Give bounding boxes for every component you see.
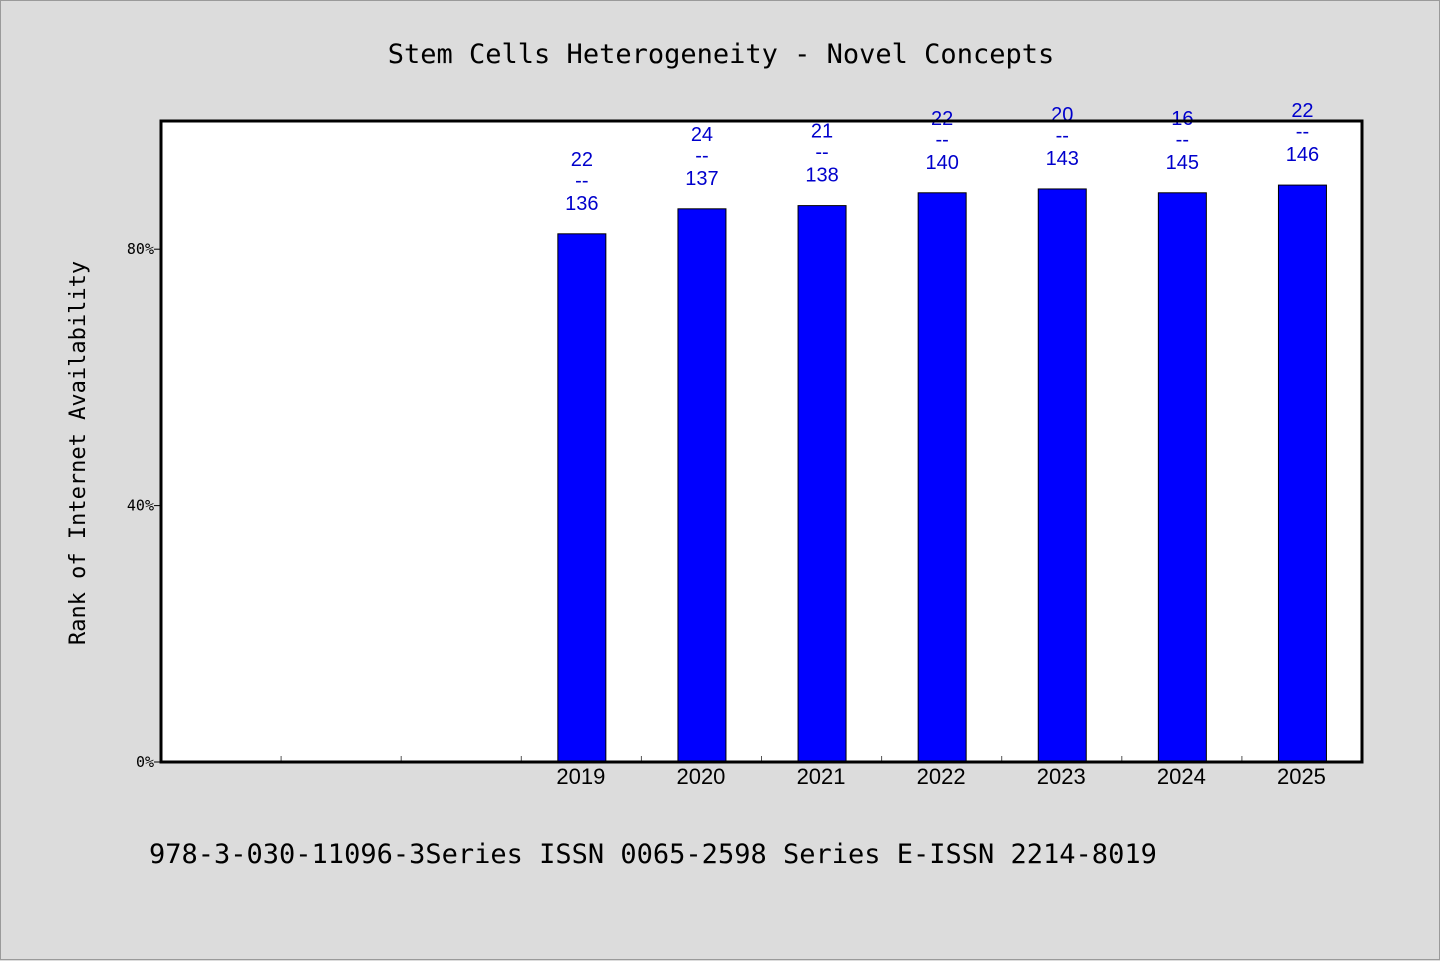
data-label-bottom: 146 [1286, 144, 1319, 166]
data-label-top: 24 [691, 124, 713, 146]
x-tick-label: 2024 [1157, 764, 1206, 789]
data-label-top: 22 [571, 149, 593, 171]
data-label-separator: -- [575, 170, 588, 192]
x-tick-label: 2020 [676, 764, 725, 789]
data-label-bottom: 136 [565, 193, 598, 215]
x-tick-label: 2021 [797, 764, 846, 789]
data-label-top: 20 [1051, 104, 1073, 126]
data-label-top: 21 [811, 121, 833, 143]
x-tick-label: 2022 [917, 764, 966, 789]
data-label-bottom: 140 [925, 152, 958, 174]
x-tick-label: 2025 [1277, 764, 1326, 789]
data-label-separator: -- [1176, 129, 1189, 151]
bar [1277, 184, 1327, 763]
y-tick-label: 0% [136, 753, 154, 771]
data-label-separator: -- [1056, 125, 1069, 147]
footer-isbn-issn: 978-3-030-11096-3Series ISSN 0065-2598 S… [149, 839, 1157, 870]
chart-title: Stem Cells Heterogeneity - Novel Concept… [388, 39, 1054, 70]
plot-border [159, 119, 1364, 764]
data-label-separator: -- [935, 129, 948, 151]
y-tick-label: 80% [127, 240, 154, 258]
data-label-bottom: 143 [1046, 148, 1079, 170]
bar [1037, 188, 1087, 763]
data-label-top: 22 [1291, 100, 1313, 122]
data-label-top: 16 [1171, 108, 1193, 130]
x-tick-label: 2019 [556, 764, 605, 789]
data-label-bottom: 145 [1166, 152, 1199, 174]
bar [917, 192, 967, 763]
bar [1157, 192, 1207, 763]
x-tick-label: 2023 [1037, 764, 1086, 789]
bar [557, 233, 607, 763]
data-label-bottom: 137 [685, 168, 718, 190]
y-tick-label: 40% [127, 497, 154, 515]
data-label-separator: -- [1296, 121, 1309, 143]
data-label-top: 22 [931, 108, 953, 130]
data-label-separator: -- [695, 145, 708, 167]
bar [797, 205, 847, 763]
bar [677, 208, 727, 763]
data-label-separator: -- [815, 142, 828, 164]
data-label-bottom: 138 [805, 165, 838, 187]
y-axis-label: Rank of Internet Availability [66, 261, 91, 645]
